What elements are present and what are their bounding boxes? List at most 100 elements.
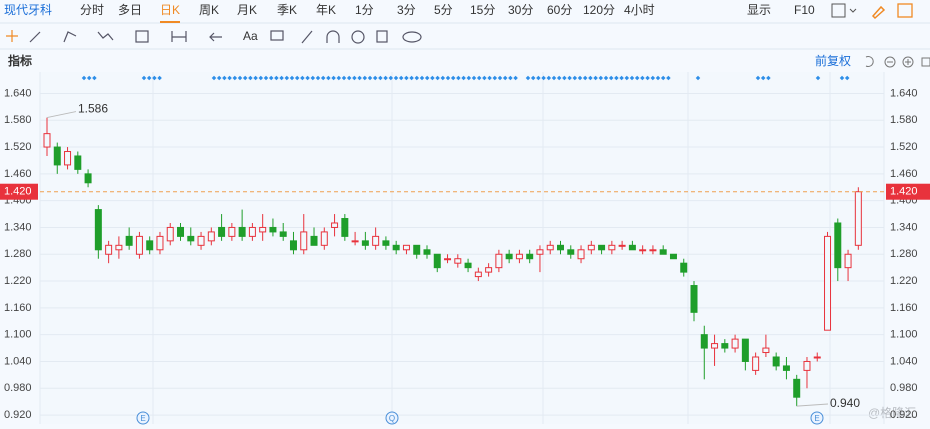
min-leader [796, 403, 829, 407]
candle-body [700, 334, 708, 349]
icon[interactable] [897, 3, 913, 18]
candle-body [392, 244, 400, 251]
candle-body [690, 285, 698, 313]
font-tool[interactable]: Aa [243, 29, 258, 43]
candle-body [341, 218, 349, 237]
candle-body [618, 244, 626, 247]
signal-dot [492, 75, 498, 81]
event-marker[interactable] [385, 411, 399, 425]
signal-dot [81, 75, 87, 81]
candle-body [608, 244, 616, 251]
candle-body [372, 235, 380, 246]
period-tab[interactable]: 1分 [355, 3, 374, 17]
candle-body [844, 253, 852, 269]
candle-body [772, 356, 780, 367]
period-tab[interactable]: 现代牙科 [4, 3, 52, 17]
candle-body [741, 338, 749, 362]
candle-body [177, 226, 185, 237]
draw-icon[interactable] [871, 5, 886, 20]
candle-body [577, 249, 585, 260]
candle-body [248, 226, 256, 237]
period-tab[interactable]: 月K [237, 3, 257, 17]
candle-body [115, 244, 123, 251]
candle-body [505, 253, 513, 260]
candle-body [557, 244, 564, 251]
period-tab[interactable]: 120分 [583, 3, 615, 17]
candle-body [454, 258, 462, 264]
signal-dot [146, 75, 152, 81]
candle-body [64, 151, 72, 166]
zoom-icons [865, 56, 930, 68]
candle-body [135, 235, 143, 255]
signal-dot [86, 75, 92, 81]
candle-body [53, 146, 61, 166]
period-tab[interactable]: 多日 [118, 3, 142, 17]
y-tick-label: 0.980 [4, 382, 32, 394]
adjust-label[interactable]: 前复权 [815, 53, 851, 68]
period-tab[interactable]: 3分 [397, 3, 416, 17]
period-tab[interactable]: 30分 [508, 3, 533, 17]
signal-dot [152, 75, 157, 81]
event-marker[interactable] [810, 411, 824, 425]
y-tick-label: 1.460 [890, 168, 918, 180]
candle-body [515, 253, 523, 260]
candle-body [628, 244, 636, 251]
candle-body [197, 235, 205, 246]
candle-body [146, 240, 154, 251]
y-tick-label: 1.460 [4, 168, 32, 180]
candle-body [228, 226, 236, 237]
event-marker[interactable] [136, 411, 150, 425]
period-tab[interactable]: 15分 [470, 3, 495, 17]
period-tab[interactable]: 60分 [547, 3, 572, 17]
y-tick-label: 1.280 [4, 248, 32, 260]
candle-body [526, 253, 534, 260]
candle-body [413, 244, 421, 255]
max-label: 1.586 [78, 102, 108, 116]
period-tab[interactable]: 日K [160, 3, 180, 17]
y-tick-label: 1.580 [890, 114, 918, 126]
signal-dot [388, 75, 394, 81]
signal-dot [222, 75, 227, 81]
display-button[interactable]: 显示 [747, 3, 771, 17]
y-tick-label: 0.980 [890, 382, 918, 394]
min-label: 0.940 [830, 396, 860, 410]
candle-body [423, 249, 431, 255]
f10-button[interactable]: F10 [794, 3, 815, 17]
candle-body [659, 249, 667, 255]
signal-dot [242, 75, 248, 81]
signal-dot [414, 75, 420, 81]
candle-body [207, 231, 215, 242]
y-tick-label: 1.340 [4, 221, 32, 233]
y-tick-label: 1.640 [890, 87, 918, 99]
candle-body [813, 356, 821, 359]
candle-body [721, 343, 729, 349]
period-tab[interactable]: 4小时 [624, 3, 655, 17]
period-tab[interactable]: 季K [277, 3, 297, 17]
period-tab[interactable]: 5分 [434, 3, 453, 17]
candle-body [782, 365, 790, 371]
candle-body [125, 235, 133, 246]
y-tick-label: 1.520 [890, 141, 918, 153]
period-tab[interactable]: 分时 [80, 3, 104, 17]
candle-body [464, 262, 472, 269]
indicator-label[interactable]: 指标 [8, 53, 32, 68]
signal-dot [216, 75, 222, 81]
candle-body [567, 249, 575, 255]
y-tick-label: 1.340 [890, 221, 918, 233]
y-tick-label: 1.220 [890, 275, 918, 287]
candle-body [259, 226, 267, 233]
signal-dot [362, 75, 368, 81]
signal-dot [466, 75, 472, 81]
candle-body [94, 209, 102, 251]
y-tick-label: 1.160 [890, 302, 918, 314]
y-tick-label: 1.040 [4, 355, 32, 367]
toolbar-icons [6, 30, 422, 44]
period-tab[interactable]: 年K [316, 3, 336, 17]
y-tick-label: 1.160 [4, 302, 32, 314]
candle-body [320, 231, 328, 246]
period-tab[interactable]: 周K [199, 3, 219, 17]
signal-dot [336, 75, 342, 81]
icon[interactable] [831, 3, 846, 18]
candle-body [824, 235, 832, 331]
candle-body [238, 226, 246, 237]
